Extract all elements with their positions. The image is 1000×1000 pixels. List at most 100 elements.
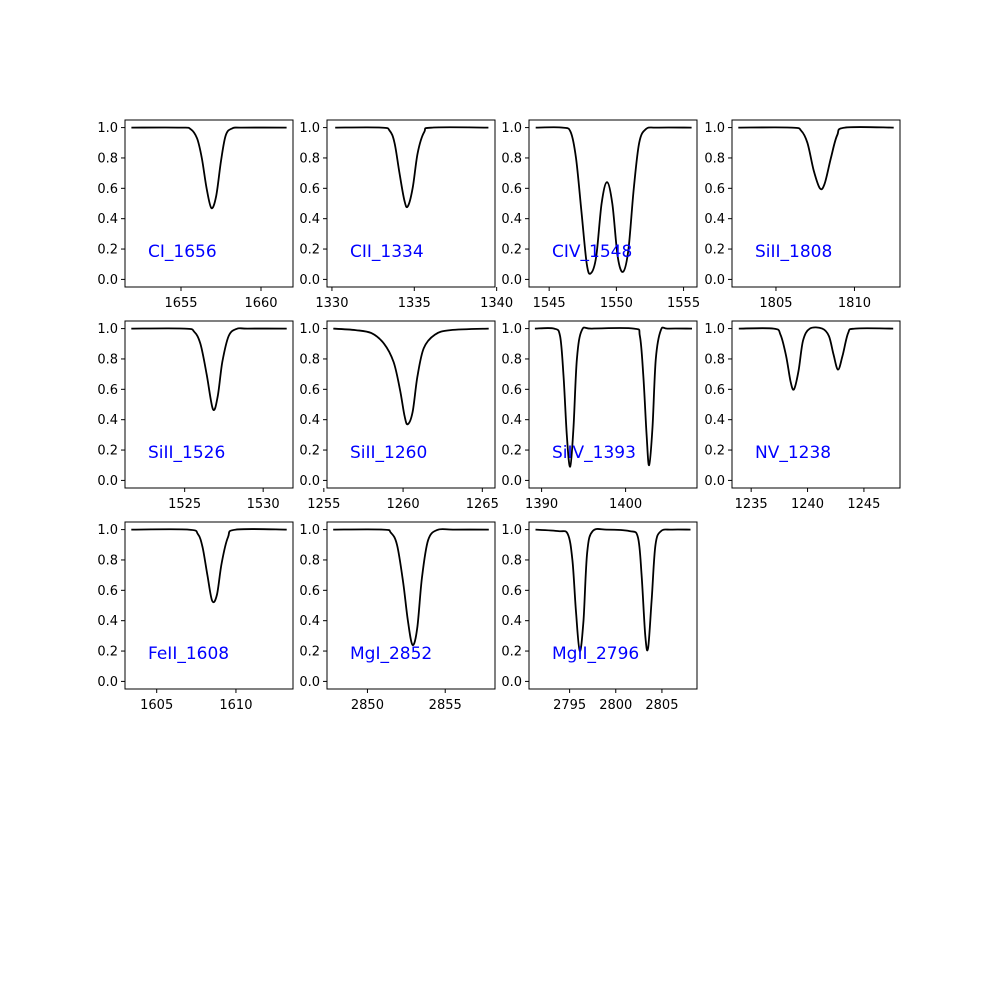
spectrum-line [535,126,692,275]
x-tick-label: 1555 [667,296,700,311]
y-tick-label: 0.4 [704,212,725,227]
y-tick-label: 1.0 [704,322,725,337]
spectrum-line [333,327,489,426]
spectrum-line [131,327,287,411]
y-tick-label: 0.4 [299,212,320,227]
y-tick-label: 0.0 [501,675,522,690]
y-tick-label: 0.6 [501,584,522,599]
x-tick-label: 1240 [791,497,824,512]
ion-label: CI_1656 [148,242,217,262]
y-tick-label: 0.4 [501,212,522,227]
y-tick-label: 0.0 [97,273,118,288]
spectrum-line [131,528,287,604]
y-tick-label: 0.0 [501,474,522,489]
y-tick-label: 0.4 [97,413,118,428]
spectrum-line [131,126,287,210]
y-tick-label: 1.0 [97,523,118,538]
y-tick-label: 0.2 [97,645,118,660]
ion-label: SiII_1808 [755,242,832,262]
ion-label: SiII_1526 [148,443,225,463]
y-tick-label: 0.6 [299,383,320,398]
ion-label: MgII_2796 [552,644,639,664]
y-tick-label: 0.8 [97,352,118,367]
spectrum-panel: 0.0 0.2 0.4 0.6 0.8 1.0 1805 1810 SiII_1808 [704,119,901,311]
ion-label: FeII_1608 [148,644,229,664]
spectrum-line [534,326,693,468]
y-tick-label: 0.6 [97,383,118,398]
axes-frame [731,320,901,489]
y-tick-label: 0.4 [501,413,522,428]
spectrum-panel: 0.0 0.2 0.4 0.6 0.8 1.0 2850 2855 MgI_2852 [299,521,496,713]
axes-frame [124,320,294,489]
y-tick-label: 0.4 [501,614,522,629]
ion-label: SiII_1260 [350,443,427,463]
y-tick-label: 0.2 [704,444,725,459]
ion-label: CII_1334 [350,242,424,262]
x-tick-label: 2850 [351,698,384,713]
y-tick-label: 1.0 [299,121,320,136]
x-tick-label: 2855 [429,698,462,713]
y-tick-label: 0.0 [704,474,725,489]
y-tick-label: 0.6 [704,182,725,197]
y-tick-label: 0.8 [501,553,522,568]
y-tick-label: 1.0 [299,322,320,337]
y-tick-label: 0.2 [704,243,725,258]
y-tick-label: 1.0 [299,523,320,538]
x-tick-label: 1605 [140,698,173,713]
x-tick-label: 2795 [553,698,586,713]
axes-frame [528,320,698,489]
axes-frame [124,119,294,288]
x-tick-label: 1545 [533,296,566,311]
x-tick-label: 1260 [387,497,420,512]
x-tick-label: 2805 [645,698,678,713]
y-tick-label: 0.6 [501,383,522,398]
spectrum-panel: 0.0 0.2 0.4 0.6 0.8 1.0 1655 1660 CI_1656 [97,119,294,311]
y-tick-label: 1.0 [501,523,522,538]
x-tick-label: 1530 [247,497,280,512]
y-tick-label: 1.0 [501,322,522,337]
spectrum-line [333,528,489,646]
ion-label: CIV_1548 [552,242,632,262]
spectrum-panel: 0.0 0.2 0.4 0.6 0.8 1.0 1525 1530 SiII_1526 [97,320,294,512]
y-tick-label: 0.8 [299,352,320,367]
y-tick-label: 0.0 [704,273,725,288]
y-tick-label: 0.4 [299,614,320,629]
y-tick-label: 0.2 [299,444,320,459]
y-tick-label: 1.0 [704,121,725,136]
y-tick-label: 0.2 [299,645,320,660]
y-tick-label: 0.2 [501,645,522,660]
x-tick-label: 1265 [466,497,499,512]
y-tick-label: 0.2 [299,243,320,258]
y-tick-label: 0.2 [97,444,118,459]
x-tick-label: 1390 [525,497,558,512]
ion-label: SiIV_1393 [552,443,636,463]
axes-frame [326,521,496,690]
x-tick-label: 1525 [168,497,201,512]
spectrum-panel: 0.0 0.2 0.4 0.6 0.8 1.0 1235 1240 1245 NV_1238 [704,320,901,512]
x-tick-label: 2800 [599,698,632,713]
y-tick-label: 0.4 [97,212,118,227]
axes-frame [528,119,698,288]
y-tick-label: 0.0 [501,273,522,288]
x-tick-label: 1235 [735,497,768,512]
y-tick-label: 1.0 [97,121,118,136]
y-tick-label: 0.8 [704,151,725,166]
y-tick-label: 0.4 [97,614,118,629]
spectrum-line [335,126,489,209]
y-tick-label: 0.6 [501,182,522,197]
y-tick-label: 0.6 [97,182,118,197]
spectrum-panel: 0.0 0.2 0.4 0.6 0.8 1.0 1605 1610 FeII_1608 [97,521,294,713]
y-tick-label: 0.2 [501,444,522,459]
x-tick-label: 1245 [847,497,880,512]
y-tick-label: 0.8 [97,151,118,166]
x-tick-label: 1550 [600,296,633,311]
y-tick-label: 0.6 [299,584,320,599]
spectrum-panel: 0.0 0.2 0.4 0.6 0.8 1.0 1390 1400 SiIV_1393 [501,320,698,512]
spectrum-line [738,326,894,391]
x-tick-label: 1810 [838,296,871,311]
y-tick-label: 1.0 [97,322,118,337]
y-tick-label: 0.4 [704,413,725,428]
x-tick-label: 1805 [759,296,792,311]
y-tick-label: 0.8 [97,553,118,568]
